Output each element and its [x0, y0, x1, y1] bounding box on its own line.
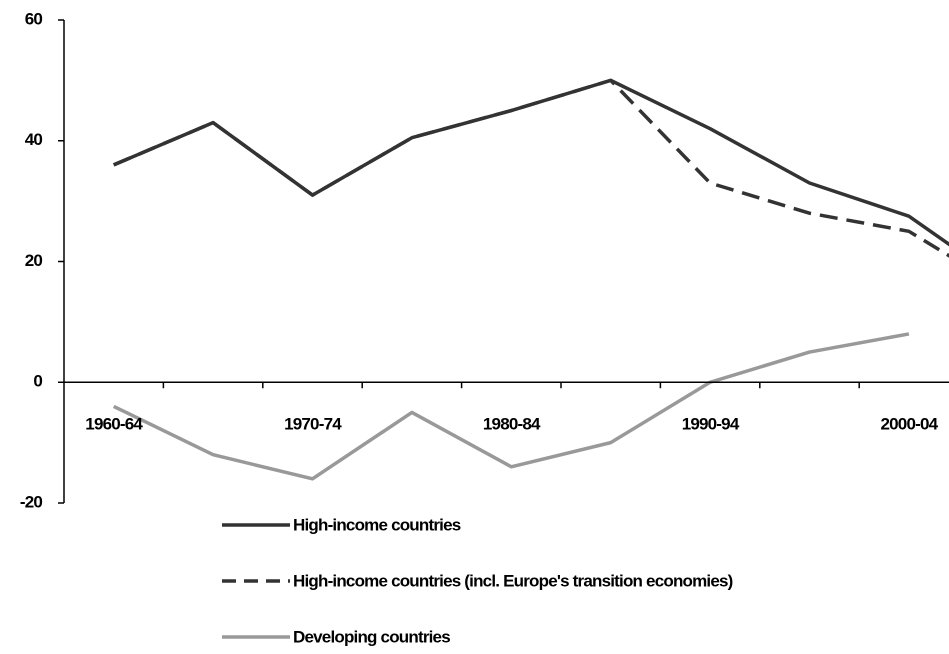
x-tick-label: 1960-64: [85, 415, 143, 434]
y-tick-label: 0: [33, 372, 42, 391]
y-tick-label: -20: [20, 492, 43, 511]
x-tick-label: 1990-94: [682, 415, 740, 434]
series-line: [112, 332, 910, 481]
x-tick-label: 1980-84: [483, 415, 541, 434]
plot-area: [112, 78, 949, 481]
y-tick-label: 60: [25, 9, 43, 28]
x-tick-label: 2000-04: [881, 415, 939, 434]
y-tick-label: 20: [25, 251, 43, 270]
legend-label: High-income countries (incl. Europe's tr…: [293, 571, 733, 590]
legend-label: Developing countries: [293, 627, 450, 646]
x-tick-label: 1970-74: [284, 415, 342, 434]
legend-label: High-income countries: [293, 515, 461, 534]
series-line: [113, 78, 949, 247]
y-tick-label: 40: [25, 130, 43, 149]
